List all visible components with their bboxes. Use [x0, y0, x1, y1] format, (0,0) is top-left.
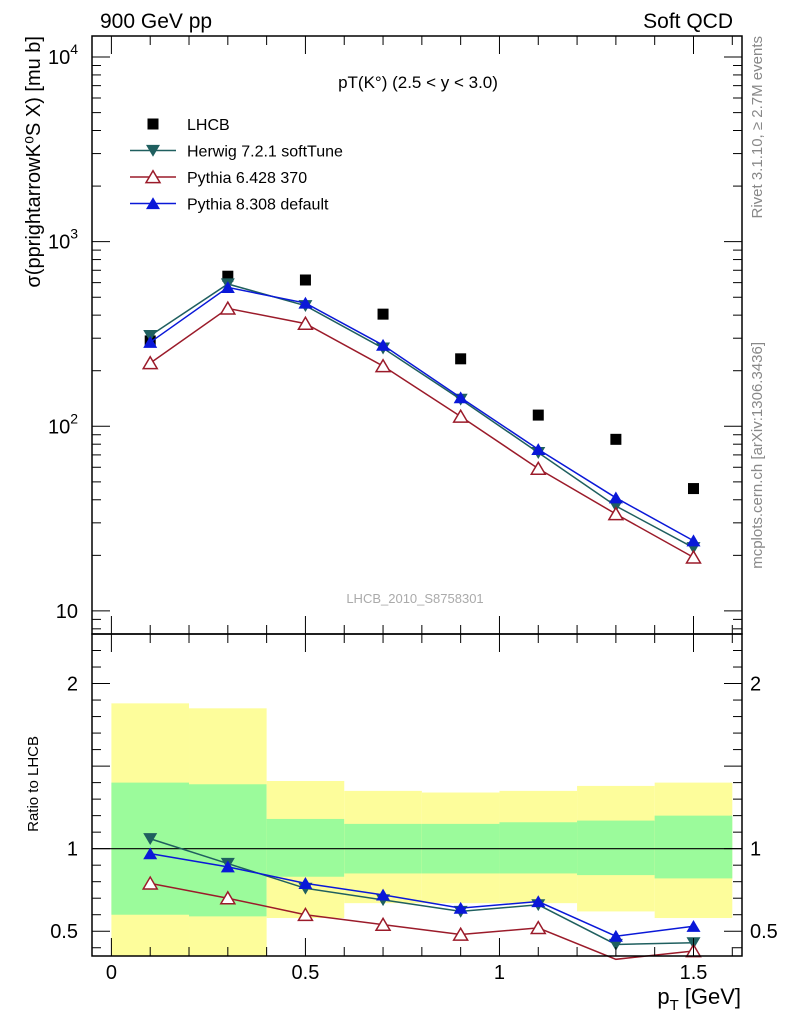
- main-point-lhcb: [455, 353, 467, 365]
- x-axis-label: pT [GeV]: [657, 984, 741, 1014]
- ratio-point-pythia6: [297, 906, 314, 922]
- plot-title: pT(K°) (2.5 < y < 3.0): [338, 73, 498, 92]
- legend-label-lhcb: LHCB: [187, 117, 230, 134]
- main-series-line-pythia8: [149, 286, 694, 542]
- legend-label-pythia8: Pythia 8.308 default: [187, 197, 329, 214]
- x-tick-label: 0: [106, 962, 117, 984]
- ratio-point-pythia6: [374, 916, 392, 931]
- ratio-point-pythia8: [608, 929, 623, 942]
- side-label-mcplots: mcplots.cern.ch [arXiv:1306.3436]: [749, 342, 766, 569]
- ratio-band-inner: [266, 818, 345, 877]
- ratio-point-pythia6: [452, 926, 469, 941]
- legend-marker-herwig: [146, 144, 160, 157]
- x-axis-label-sub: T: [670, 997, 679, 1014]
- legend-label-pythia6: Pythia 6.428 370: [187, 170, 307, 187]
- ratio-point-herwig: [608, 938, 623, 951]
- header-left: 900 GeV pp: [100, 10, 212, 33]
- ratio-point-pythia6: [141, 875, 159, 890]
- legend-marker-pythia8: [146, 197, 160, 210]
- main-point-pythia8: [531, 443, 546, 455]
- main-point-lhcb: [299, 274, 311, 286]
- main-point-pythia6: [219, 300, 237, 315]
- main-y-tick-base: 10: [56, 601, 78, 623]
- main-point-pythia8: [376, 338, 391, 351]
- legend: LHCB Herwig 7.2.1 softTune Pythia 6.428 37…: [130, 117, 343, 214]
- main-point-pythia8: [220, 281, 235, 294]
- ratio-point-pythia8: [376, 888, 391, 901]
- main-ylabel: σ(pprightarrowK⁰S X) [mu b]: [23, 36, 45, 288]
- main-point-lhcb: [610, 433, 622, 445]
- main-y-tick-base: 10: [48, 232, 70, 254]
- main-series-line-herwig: [149, 283, 694, 549]
- main-point-pythia6: [607, 506, 625, 521]
- main-point-pythia6: [297, 315, 314, 330]
- ratio-y-tick-label-right: 2: [750, 674, 761, 696]
- legend-marker-pythia6: [144, 169, 162, 184]
- ratio-point-pythia8: [686, 919, 701, 932]
- main-point-herwig: [143, 329, 158, 342]
- x-tick-label: 1: [494, 962, 505, 984]
- ratio-band-inner: [577, 820, 655, 876]
- ratio-point-pythia6: [219, 890, 237, 905]
- side-label-rivet: Rivet 3.1.10, ≥ 2.7M events: [749, 36, 766, 219]
- main-point-pythia8: [298, 296, 313, 309]
- main-point-lhcb: [532, 409, 544, 421]
- main-y-tick-label: 103: [48, 226, 78, 254]
- axis-ticks: [92, 36, 742, 956]
- main-y-tick-base: 10: [48, 47, 70, 69]
- analysis-watermark: LHCB_2010_S8758301: [346, 591, 483, 606]
- header-right: Soft QCD: [643, 10, 733, 33]
- ratio-y-tick-label-left: 0.5: [50, 921, 78, 943]
- main-series-line-pythia6: [149, 307, 694, 559]
- main-point-lhcb: [687, 483, 699, 495]
- ratio-point-herwig: [143, 833, 158, 846]
- x-axis-label-main: p: [657, 984, 669, 1009]
- ratio-y-tick-label-right: 1: [750, 839, 761, 861]
- main-y-tick-label: 104: [48, 41, 78, 69]
- ratio-band-inner: [654, 815, 733, 879]
- ratio-ylabel: Ratio to LHCB: [25, 736, 42, 832]
- ratio-y-tick-label-left: 2: [67, 674, 78, 696]
- main-point-pythia6: [529, 460, 547, 475]
- main-point-pythia8: [686, 534, 701, 547]
- ratio-point-pythia8: [143, 847, 158, 860]
- main-point-pythia8: [143, 336, 158, 348]
- main-point-pythia8: [608, 491, 623, 504]
- ratio-y-tick-label-right: 0.5: [750, 921, 778, 943]
- main-y-tick-label: 102: [48, 410, 78, 438]
- main-point-pythia6: [452, 408, 469, 423]
- main-y-tick-label: 10: [56, 601, 78, 623]
- ratio-point-pythia6: [529, 920, 547, 935]
- main-point-pythia8: [453, 391, 468, 404]
- ratio-plot-frame: [91, 633, 743, 957]
- ratio-series-line-pythia8: [150, 852, 694, 937]
- main-point-pythia6: [141, 355, 159, 370]
- ratio-series-line-pythia6: [150, 882, 694, 961]
- x-tick-label: 1.5: [680, 962, 708, 984]
- main-y-tick-exponent: 4: [70, 41, 78, 57]
- main-point-pythia6: [685, 549, 702, 564]
- ratio-point-pythia8: [298, 877, 313, 889]
- ratio-point-pythia8: [220, 860, 235, 873]
- legend-label-herwig: Herwig 7.2.1 softTune: [187, 144, 343, 161]
- main-point-pythia6: [374, 358, 392, 373]
- ratio-y-tick-label-left: 1: [67, 839, 78, 861]
- x-tick-label: 0.5: [292, 962, 320, 984]
- main-series-group: [141, 270, 702, 564]
- ratio-point-pythia8: [531, 895, 546, 908]
- ratio-band-inner: [499, 822, 578, 874]
- main-y-tick-exponent: 3: [70, 226, 78, 242]
- legend-marker-lhcb: [147, 118, 159, 130]
- ratio-series-line-herwig: [149, 838, 694, 946]
- main-point-lhcb: [222, 270, 234, 282]
- main-y-tick-exponent: 2: [70, 410, 78, 426]
- main-y-tick-base: 10: [48, 416, 70, 438]
- main-point-lhcb: [377, 308, 389, 320]
- ratio-point-pythia8: [453, 901, 468, 914]
- x-axis-label-unit: [GeV]: [685, 984, 741, 1009]
